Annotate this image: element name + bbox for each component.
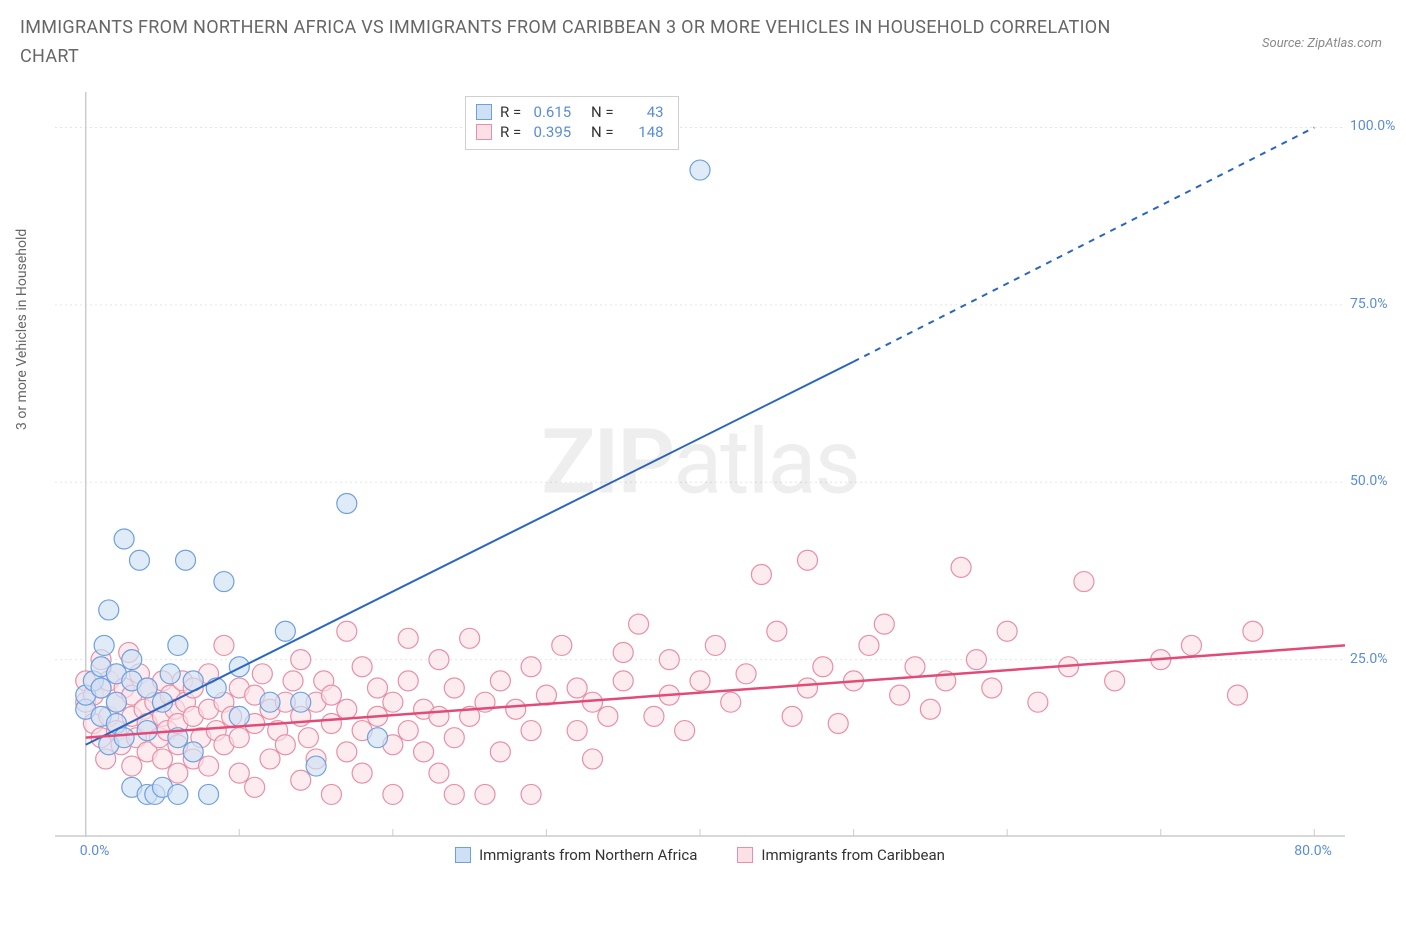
source-citation: Source: ZipAtlas.com <box>1262 36 1382 51</box>
y-tick-label: 50.0% <box>1350 473 1405 489</box>
chart-header: IMMIGRANTS FROM NORTHERN AFRICA VS IMMIG… <box>20 14 1386 72</box>
chart-title: IMMIGRANTS FROM NORTHERN AFRICA VS IMMIG… <box>20 14 1140 72</box>
scatter-plot-svg <box>55 92 1345 837</box>
legend-item-2: Immigrants from Caribbean <box>737 846 945 864</box>
y-axis-label: 3 or more Vehicles in Household <box>14 229 30 430</box>
swatch-series-2 <box>476 124 492 140</box>
legend-item-1: Immigrants from Northern Africa <box>455 846 697 864</box>
stats-legend-box: R = 0.615 N = 43 R = 0.395 N = 148 <box>465 96 679 150</box>
y-tick-label: 25.0% <box>1350 651 1405 667</box>
legend-swatch-1 <box>455 847 471 863</box>
y-tick-label: 75.0% <box>1350 296 1405 312</box>
stats-row-series-1: R = 0.615 N = 43 <box>476 102 664 122</box>
stats-row-series-2: R = 0.395 N = 148 <box>476 122 664 142</box>
legend-label-2: Immigrants from Caribbean <box>761 846 945 864</box>
chart-area: ZIPatlas R = 0.615 N = 43 R = 0.395 N = … <box>55 92 1345 862</box>
legend-swatch-2 <box>737 847 753 863</box>
legend-label-1: Immigrants from Northern Africa <box>479 846 697 864</box>
bottom-legend: Immigrants from Northern Africa Immigran… <box>55 846 1345 864</box>
swatch-series-1 <box>476 104 492 120</box>
y-tick-label: 100.0% <box>1350 118 1405 134</box>
